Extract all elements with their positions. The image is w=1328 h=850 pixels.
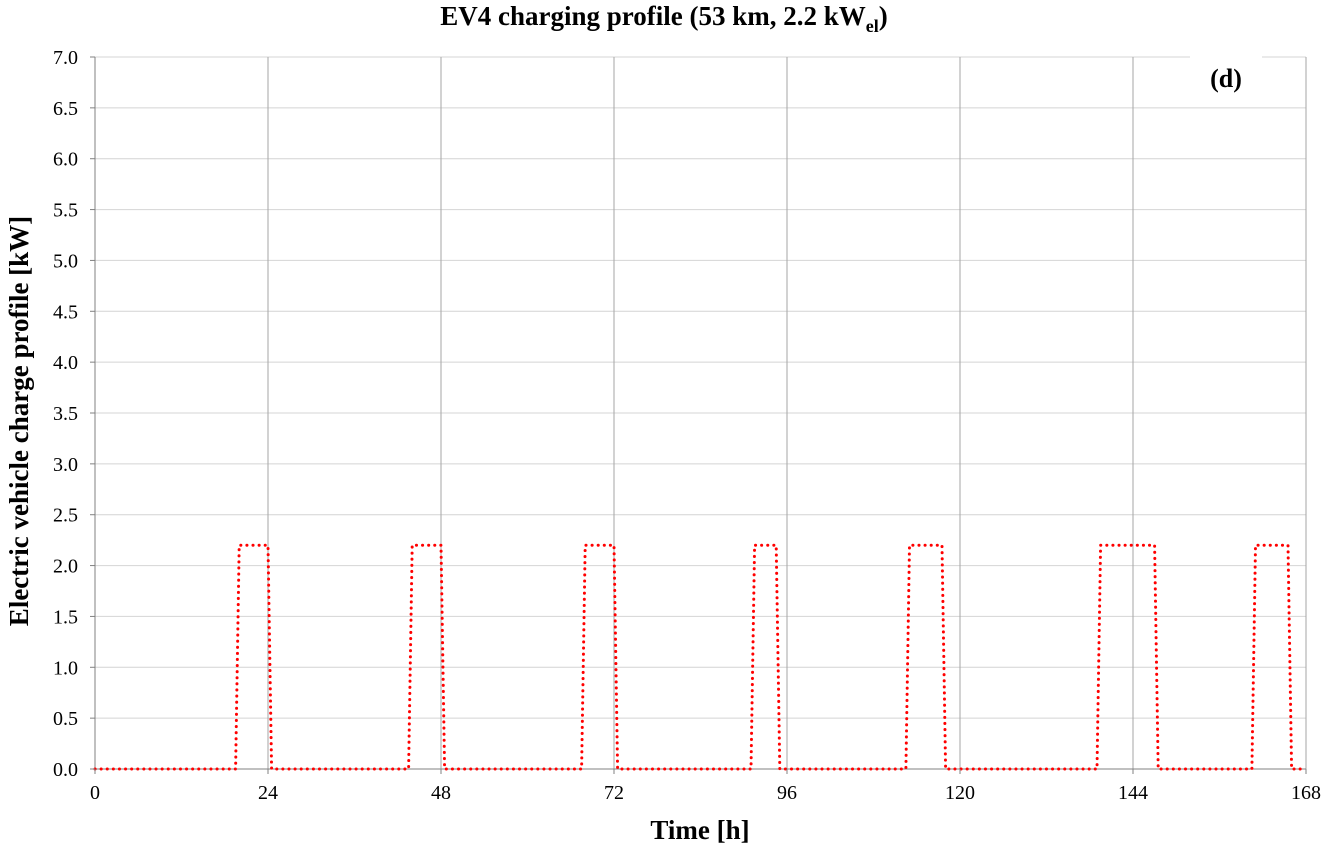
y-tick-label: 0.0: [53, 759, 78, 781]
y-tick-label: 0.5: [53, 708, 78, 730]
y-tick-labels: 0.0 0.5 1.0 1.5 2.0 2.5 3.0 3.5 4.0 4.5 5.0 5.5 6.0 6…: [53, 47, 95, 781]
y-tick-label: 3.0: [53, 454, 78, 476]
y-tick-label: 3.5: [53, 403, 78, 425]
y-tick-label: 2.5: [53, 505, 78, 527]
y-tick-label: 2.0: [53, 556, 78, 578]
x-tick-label: 48: [431, 782, 451, 804]
x-tick-label: 72: [604, 782, 624, 804]
x-tick-label: 144: [1118, 782, 1148, 804]
x-tick-label: 24: [258, 782, 278, 804]
y-tick-label: 5.0: [53, 250, 78, 272]
series-line-0: [93, 543, 1308, 771]
y-tick-label: 1.5: [53, 606, 78, 628]
y-tick-label: 6.0: [53, 149, 78, 171]
x-tick-label: 120: [945, 782, 975, 804]
series-layer: [93, 543, 1308, 771]
x-tick-label: 96: [777, 782, 797, 804]
plot-area: [93, 56, 1308, 771]
panel-label-background: [1190, 56, 1262, 98]
y-axis-title: Electric vehicle charge profile [kW]: [4, 216, 34, 626]
chart-title-main: EV4 charging profile (53 km, 2.2 kW: [440, 1, 866, 31]
y-tick-label: 1.0: [53, 657, 78, 679]
y-tick-label: 4.5: [53, 301, 78, 323]
chart-title-suffix: ): [879, 1, 888, 31]
chart-title-subscript: el: [866, 16, 879, 36]
chart-title: EV4 charging profile (53 km, 2.2 kWel): [440, 1, 888, 36]
grid: [95, 56, 1307, 769]
x-tick-label: 0: [90, 782, 100, 804]
x-axis-title: Time [h]: [650, 815, 749, 845]
y-tick-label: 6.5: [53, 98, 78, 120]
x-tick-label: 168: [1291, 782, 1321, 804]
y-tick-label: 4.0: [53, 352, 78, 374]
panel-label: (d): [1210, 64, 1242, 93]
y-tick-label: 7.0: [53, 47, 78, 69]
y-tick-label: 5.5: [53, 200, 78, 222]
x-tick-labels: 0 24 48 72 96 120 144 168: [90, 769, 1321, 804]
